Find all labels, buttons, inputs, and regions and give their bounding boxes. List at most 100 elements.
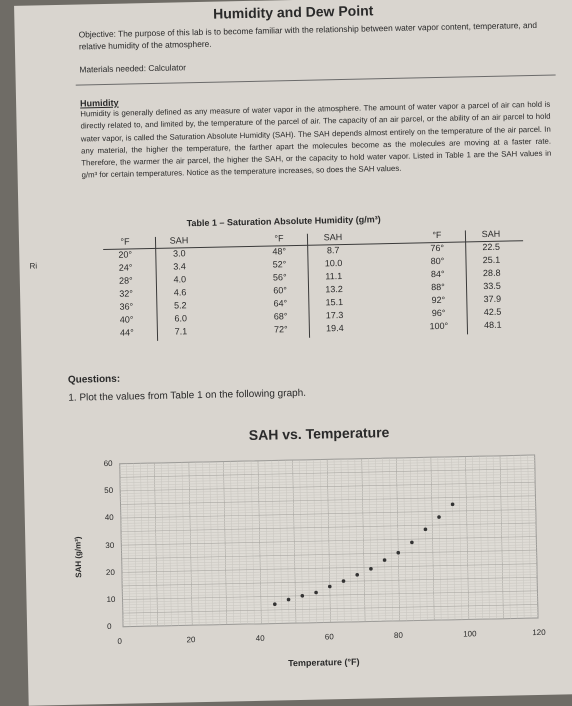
temp-cell: 44° — [120, 327, 134, 338]
sah-cell: 28.8 — [482, 267, 501, 279]
grid-line-horizontal — [122, 606, 538, 617]
temp-cell: 60° — [273, 285, 287, 296]
side-mark: Ri — [29, 261, 38, 271]
sah-cell: 6.0 — [174, 313, 187, 324]
grid-line-horizontal — [120, 471, 535, 481]
grid-line-horizontal — [122, 604, 538, 614]
sah-cell: 4.6 — [173, 287, 187, 298]
grid-line-horizontal — [121, 560, 537, 570]
grid-line-horizontal — [122, 576, 538, 587]
temp-cell: 48° — [272, 246, 287, 257]
grid-line-horizontal — [121, 522, 537, 532]
temp-cell: 92° — [431, 294, 446, 306]
temp-cell: 56° — [272, 272, 287, 283]
header-temp: °F — [432, 229, 442, 241]
grid-line-horizontal — [119, 460, 535, 470]
grid-line-horizontal — [121, 536, 537, 546]
grid-line-horizontal — [121, 519, 536, 530]
grid-line-horizontal — [120, 490, 536, 500]
grid-line-horizontal — [122, 566, 537, 576]
grid-line-horizontal — [121, 530, 537, 541]
grid-line-horizontal — [119, 462, 535, 473]
temp-cell: 64° — [273, 298, 288, 309]
grid-line-horizontal — [120, 473, 535, 484]
data-point — [423, 527, 428, 532]
sah-cell: 7.1 — [174, 326, 188, 337]
temp-cell: 52° — [272, 259, 287, 270]
x-tick-label: 100 — [463, 629, 477, 639]
grid-line-horizontal — [121, 528, 537, 538]
grid-line-horizontal — [121, 541, 537, 551]
grid-line-horizontal — [120, 514, 536, 524]
data-point — [314, 590, 318, 595]
temp-cell: 76° — [430, 242, 445, 254]
grid-line-horizontal — [121, 552, 537, 562]
sah-cell: 3.0 — [172, 248, 186, 259]
grid-line-horizontal — [120, 509, 536, 519]
grid-line-horizontal — [121, 557, 537, 568]
data-point — [300, 593, 305, 598]
grid-line-horizontal — [119, 465, 535, 475]
sah-cell: 4.0 — [173, 274, 187, 285]
temp-cell: 28° — [118, 275, 133, 286]
materials-text: Materials needed: Calculator — [79, 62, 187, 75]
grid-line-horizontal — [122, 612, 538, 622]
y-tick-label: 20 — [105, 567, 115, 577]
sah-cell: 13.2 — [325, 284, 343, 295]
x-tick-label: 120 — [532, 627, 546, 638]
grid-line-horizontal — [121, 533, 537, 543]
grid-line-horizontal — [122, 568, 537, 579]
grid-line-horizontal — [121, 555, 537, 565]
sah-cell: 37.9 — [483, 293, 502, 305]
x-tick-label: 80 — [393, 630, 403, 641]
x-tick-label: 40 — [255, 633, 265, 643]
grid-line-horizontal — [122, 609, 538, 619]
header-temp: °F — [274, 233, 284, 244]
grid-line-horizontal — [123, 614, 538, 625]
sah-cell: 19.4 — [326, 323, 344, 334]
grid-line-horizontal — [120, 476, 536, 486]
data-point — [382, 558, 387, 562]
grid-line-horizontal — [120, 484, 536, 494]
temp-cell: 100° — [429, 320, 449, 332]
y-tick-label: 10 — [106, 594, 116, 604]
sah-cell: 17.3 — [325, 310, 344, 321]
y-tick-label: 30 — [105, 540, 115, 550]
grid-line-horizontal — [121, 549, 537, 560]
temp-cell: 72° — [273, 324, 288, 335]
grid-line-horizontal — [120, 503, 536, 513]
data-point — [327, 584, 332, 589]
x-tick-label: 20 — [186, 635, 196, 645]
temp-cell: 96° — [431, 307, 446, 319]
grid-line-horizontal — [121, 544, 537, 554]
sah-cell: 10.0 — [324, 258, 343, 269]
column-divider — [306, 233, 311, 338]
temp-cell: 32° — [119, 288, 134, 299]
data-point — [341, 579, 346, 583]
grid-line-horizontal — [119, 457, 535, 467]
grid-line-horizontal — [120, 498, 536, 508]
objective-text: Objective: The purpose of this lab is to… — [78, 19, 538, 52]
temp-cell: 88° — [431, 281, 445, 293]
grid-line-horizontal — [121, 563, 537, 573]
grid-line-horizontal — [120, 517, 536, 527]
grid-line-horizontal — [120, 500, 536, 511]
grid-line-horizontal — [119, 468, 535, 478]
grid-line-horizontal — [122, 579, 538, 589]
column-divider — [464, 230, 469, 335]
data-point — [437, 515, 441, 519]
grid-line-horizontal — [122, 574, 538, 584]
sah-cell: 11.1 — [325, 271, 343, 282]
grid-line-horizontal — [122, 571, 538, 581]
temp-cell: 20° — [118, 249, 133, 260]
humidity-paragraph: Humidity is generally defined as any mea… — [80, 99, 552, 180]
sah-cell: 3.4 — [173, 261, 186, 272]
sah-cell: 15.1 — [325, 297, 344, 308]
grid-line-horizontal — [120, 495, 536, 505]
y-tick-label: 0 — [106, 621, 112, 632]
table-caption: Table 1 – Saturation Absolute Humidity (… — [186, 214, 381, 229]
grid-line-horizontal — [120, 492, 536, 503]
x-tick-label: 0 — [117, 636, 122, 646]
header-temp: °F — [120, 236, 130, 247]
header-sah: SAH — [169, 235, 189, 246]
